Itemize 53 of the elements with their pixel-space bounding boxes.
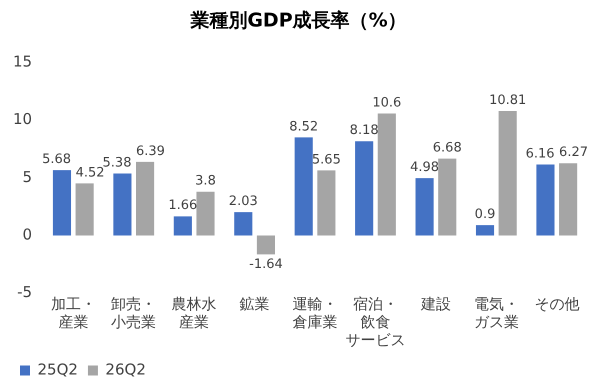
bar [476, 225, 494, 236]
x-tick-label: 電気・ガス業 [474, 294, 519, 331]
data-label: 6.68 [432, 140, 462, 156]
y-tick-label: 5 [22, 168, 32, 186]
chart-title: 業種別GDP成長率（%） [189, 9, 407, 32]
bar [52, 170, 72, 236]
data-label: 1.66 [168, 198, 198, 214]
x-tick-label: 宿泊・飲食サービス [345, 294, 406, 349]
bar [317, 170, 336, 236]
data-label: 5.68 [42, 152, 72, 167]
y-tick-label: 15 [12, 52, 32, 71]
y-tick-label: 0 [22, 225, 32, 244]
bar [113, 174, 132, 236]
bar [498, 111, 517, 236]
bar [378, 113, 396, 236]
x-tick-label: 運輸・倉庫業 [292, 294, 338, 331]
data-label: 3.8 [195, 174, 216, 189]
data-label: 4.98 [410, 160, 440, 176]
data-label: -1.64 [249, 257, 283, 272]
data-label: 8.52 [289, 119, 318, 134]
data-label: 6.39 [136, 144, 165, 159]
data-label: 6.16 [526, 146, 555, 162]
bar [174, 216, 192, 236]
y-tick-label: -5 [17, 282, 32, 301]
x-tick-label: 加工・産業 [50, 294, 96, 331]
data-label: 10.81 [489, 92, 526, 108]
bar [76, 183, 94, 236]
bar [256, 235, 276, 254]
data-label: 6.27 [559, 145, 588, 160]
bar [536, 164, 555, 236]
x-tick-label: 建設 [420, 294, 451, 313]
x-tick-label: 卸売・小売業 [111, 294, 156, 331]
data-label: 5.38 [102, 155, 132, 170]
data-label: 5.65 [312, 152, 341, 168]
x-tick-label: その他 [534, 294, 580, 313]
y-tick-label: 10 [12, 110, 32, 128]
data-label: 10.6 [372, 95, 402, 110]
bar [559, 163, 578, 236]
data-label: 8.18 [350, 123, 379, 138]
legend-label: 26Q2 [105, 360, 146, 378]
bar [234, 212, 252, 236]
bar [294, 137, 313, 236]
bar [416, 178, 434, 236]
x-tick-label: 鉱業 [240, 294, 270, 313]
bar [355, 141, 374, 236]
data-label: 2.03 [228, 194, 258, 209]
bar [136, 162, 154, 236]
legend-label: 25Q2 [38, 360, 78, 378]
data-label: 4.52 [76, 165, 105, 180]
bar [196, 192, 215, 236]
data-label: 0.9 [474, 206, 496, 222]
bar [438, 158, 456, 236]
x-tick-label: 農林水産業 [172, 294, 217, 331]
